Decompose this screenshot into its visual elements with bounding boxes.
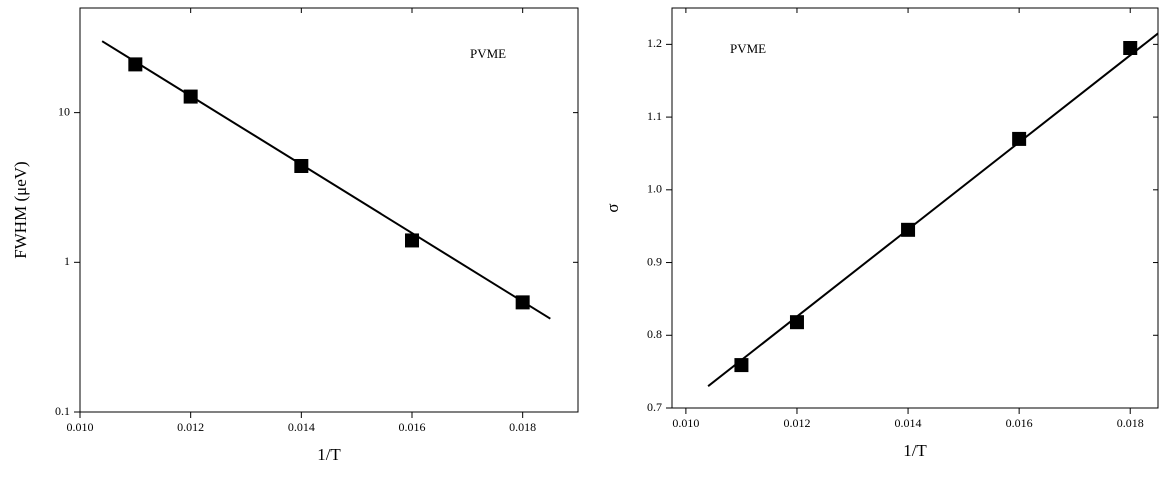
y-axis-title: σ: [603, 203, 622, 212]
annotation: PVME: [730, 41, 766, 56]
marker: [1012, 131, 1027, 146]
y-tick-label: 1.1: [647, 109, 662, 123]
y-tick-label: 0.8: [647, 327, 662, 341]
y-tick-label: 1.0: [647, 182, 662, 196]
marker: [405, 233, 419, 248]
y-tick-label: 10: [58, 104, 70, 118]
x-tick-label: 0.012: [783, 416, 810, 430]
x-tick-label: 0.012: [177, 420, 204, 434]
annotation: PVME: [470, 46, 506, 61]
x-tick-label: 0.010: [672, 416, 699, 430]
x-tick-label: 0.010: [67, 420, 94, 434]
fit-line: [101, 40, 551, 320]
x-tick-label: 0.014: [288, 420, 315, 434]
x-axis-title: 1/T: [317, 445, 341, 464]
x-tick-label: 0.018: [509, 420, 536, 434]
fit-line: [707, 32, 1159, 387]
y-tick-label: 1: [64, 254, 70, 268]
marker: [128, 57, 143, 72]
plot-frame: [79, 7, 579, 413]
x-tick-label: 0.014: [895, 416, 922, 430]
y-tick-label: 0.1: [55, 404, 70, 418]
x-tick-label: 0.016: [1006, 416, 1033, 430]
marker: [1123, 41, 1138, 55]
x-tick-label: 0.016: [399, 420, 426, 434]
x-tick-label: 0.018: [1117, 416, 1144, 430]
x-axis-title: 1/T: [903, 441, 927, 460]
y-tick-label: 0.9: [647, 254, 662, 268]
y-tick-label: 1.2: [647, 36, 662, 50]
y-tick-label: 0.7: [647, 400, 662, 414]
plot-frame: [671, 7, 1159, 409]
y-axis-title: FWHM (μeV): [11, 161, 30, 258]
